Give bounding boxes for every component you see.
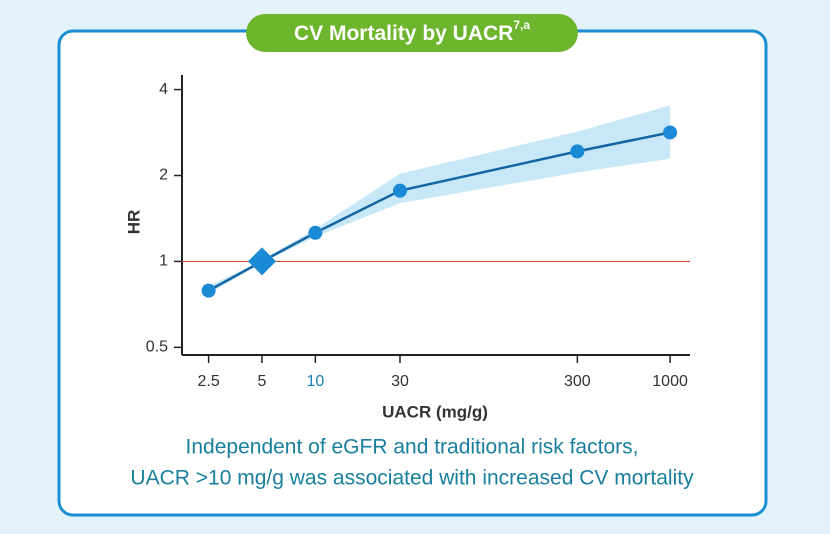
- point: [201, 283, 216, 298]
- point: [663, 125, 678, 140]
- caption-line: UACR >10 mg/g was associated with increa…: [130, 467, 694, 490]
- x-axis-label: UACR (mg/g): [382, 402, 488, 421]
- x-tick-label: 1000: [652, 373, 688, 390]
- chart-title: CV Mortality by UACR7,a: [294, 18, 530, 44]
- title-superscript: 7,a: [513, 18, 530, 32]
- x-tick-label: 5: [258, 373, 267, 390]
- y-tick-label: 2: [159, 167, 168, 184]
- x-tick-label: 30: [391, 373, 409, 390]
- y-tick-label: 4: [159, 81, 168, 98]
- caption-line: Independent of eGFR and traditional risk…: [186, 436, 639, 459]
- y-axis-label: HR: [124, 210, 143, 235]
- point: [392, 183, 407, 198]
- x-tick-label: 300: [564, 373, 591, 390]
- y-tick-label: 1: [159, 253, 168, 270]
- title-pill: [246, 14, 578, 52]
- confidence-band: [208, 105, 671, 294]
- diamond-point: [247, 247, 276, 276]
- point: [570, 144, 585, 159]
- title-text: CV Mortality by UACR: [294, 22, 513, 45]
- y-tick-label: 0.5: [146, 339, 168, 356]
- point: [308, 225, 323, 240]
- x-tick-label: 10: [306, 373, 324, 390]
- x-tick-label: 2.5: [197, 373, 219, 390]
